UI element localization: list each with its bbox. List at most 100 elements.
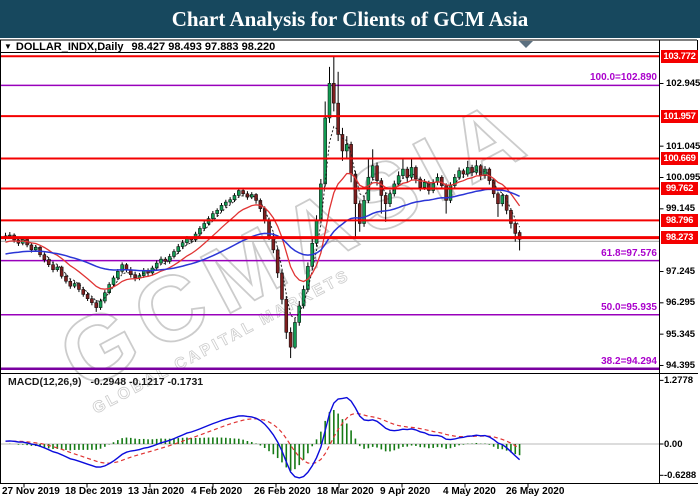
- chevron-down-icon[interactable]: ▼: [4, 42, 12, 51]
- macd-tick-label: -0.6288: [664, 469, 697, 481]
- candle-body: [154, 262, 159, 269]
- candle-body: [483, 168, 487, 176]
- candle-body: [409, 167, 414, 178]
- macd-name: MACD(12,26,9): [8, 376, 82, 388]
- candle-body: [284, 299, 289, 333]
- candle-body: [51, 264, 55, 270]
- candle-body: [314, 219, 319, 244]
- candle-body: [224, 201, 228, 206]
- candle-body: [478, 165, 483, 176]
- candle-body: [345, 144, 349, 152]
- candle-body: [297, 305, 302, 323]
- price-tick-label: 94.395: [666, 359, 696, 371]
- candle-body: [504, 195, 509, 211]
- candle-body: [77, 283, 81, 290]
- date-axis-label: 4 May 2020: [443, 486, 496, 497]
- candle-body: [513, 223, 518, 234]
- price-level-badge: 103.772: [661, 49, 698, 63]
- candle-body: [55, 266, 60, 270]
- candle-body: [340, 134, 345, 152]
- candle-body: [301, 289, 306, 307]
- symbol-timeframe-label: DOLLAR_INDX,Daily: [15, 40, 124, 53]
- ma-dotted-line: [5, 125, 521, 319]
- macd-tick-label: 0.00: [664, 438, 683, 450]
- candle-body: [262, 208, 267, 221]
- macd-tick-label: 1.2778: [664, 374, 694, 386]
- candle-body: [42, 254, 47, 261]
- candle-body: [396, 175, 401, 185]
- candle-body: [414, 167, 418, 180]
- candle-body: [280, 272, 284, 300]
- candle-body: [288, 332, 293, 348]
- candle-body: [383, 195, 388, 204]
- candle-body: [64, 276, 68, 282]
- candle-body: [491, 180, 496, 195]
- price-level-badge: 101.957: [661, 109, 698, 123]
- fibonacci-level-label: 38.2=94.294: [601, 355, 657, 367]
- candle-body: [474, 165, 479, 173]
- title-bar: Chart Analysis for Clients of GCM Asia: [0, 0, 700, 38]
- price-tick-label: 99.145: [666, 203, 696, 215]
- price-tick-label: 102.945: [666, 78, 700, 89]
- candle-body: [103, 292, 107, 302]
- date-axis-label: 9 Apr 2020: [380, 486, 431, 497]
- price-tick-label: 96.295: [666, 297, 696, 309]
- candle-body: [180, 242, 185, 247]
- date-axis-label: 26 May 2020: [506, 486, 565, 497]
- candle-body: [124, 264, 129, 270]
- ma-slow-line: [5, 188, 520, 272]
- candle-body: [293, 322, 297, 348]
- candle-body: [375, 165, 379, 181]
- candle-body: [237, 190, 241, 196]
- candle-body: [232, 195, 237, 201]
- price-tick-label: 97.245: [666, 265, 696, 277]
- candle-body: [362, 200, 366, 224]
- candle-body: [370, 165, 375, 178]
- candle-body: [228, 199, 232, 203]
- fibonacci-level-label: 61.8=97.576: [601, 247, 657, 259]
- candle-body: [211, 213, 215, 219]
- candle-body: [254, 194, 258, 201]
- candle-body: [133, 274, 137, 279]
- candle-body: [46, 259, 51, 265]
- candle-body: [470, 167, 474, 173]
- price-tick-label: 100.095: [666, 171, 700, 183]
- price-level-badge: 100.669: [661, 152, 698, 166]
- candle-body: [405, 168, 410, 178]
- candle-body: [241, 190, 245, 195]
- candle-body: [219, 205, 224, 211]
- chart-shift-marker-icon[interactable]: [519, 41, 533, 48]
- candle-body: [90, 298, 94, 303]
- fibonacci-level-label: 50.0=95.935: [601, 301, 657, 313]
- macd-signal-line: [5, 412, 520, 465]
- candle-body: [33, 246, 38, 251]
- price-tick-label: 101.045: [666, 140, 700, 152]
- candle-body: [465, 167, 470, 175]
- page-title: Chart Analysis for Clients of GCM Asia: [171, 6, 529, 31]
- price-level-badge: 99.762: [661, 181, 698, 195]
- candle-body: [461, 170, 466, 175]
- candle-body: [81, 289, 86, 295]
- candle-body: [336, 102, 340, 135]
- date-axis-label: 13 Jan 2020: [128, 486, 185, 497]
- fibonacci-level-label: 100.0=102.890: [589, 72, 657, 84]
- date-axis-label: 26 Feb 2020: [254, 486, 311, 497]
- date-axis-label: 27 Nov 2019: [2, 486, 60, 497]
- macd-indicator-label: MACD(12,26,9) -0.2948 -0.1217 -0.1731: [8, 376, 203, 388]
- candle-body: [440, 177, 444, 186]
- candle-body: [517, 232, 522, 240]
- ma-fast-line: [5, 172, 521, 290]
- ohlc-values: 98.427 98.493 97.883 98.220: [131, 40, 276, 53]
- symbol-header: ▼ DOLLAR_INDX,Daily 98.427 98.493 97.883…: [4, 40, 276, 53]
- macd-values: -0.2948 -0.1217 -0.1731: [90, 376, 204, 388]
- price-tick-label: 95.345: [666, 328, 696, 340]
- candle-body: [159, 258, 163, 264]
- candle-body: [120, 264, 124, 272]
- candle-body: [388, 193, 392, 204]
- candle-body: [357, 203, 362, 224]
- price-level-badge: 98.273: [661, 231, 698, 245]
- watermark-text: GCMASIA: [44, 76, 550, 409]
- candle-body: [457, 170, 461, 178]
